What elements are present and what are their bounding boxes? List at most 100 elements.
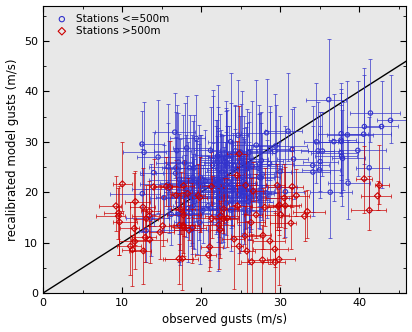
Stations <=500m	[339, 156, 346, 161]
Stations >500m	[159, 223, 166, 228]
Stations <=500m	[229, 186, 235, 191]
Stations <=500m	[230, 187, 237, 192]
Stations <=500m	[175, 159, 182, 165]
Stations <=500m	[344, 132, 351, 137]
Stations <=500m	[228, 153, 234, 158]
Stations <=500m	[187, 211, 194, 216]
Stations <=500m	[264, 191, 270, 196]
Stations <=500m	[195, 180, 202, 185]
Stations <=500m	[246, 194, 253, 200]
Stations >500m	[146, 208, 153, 214]
Stations >500m	[180, 183, 187, 188]
Stations <=500m	[277, 169, 283, 174]
Stations <=500m	[227, 139, 234, 144]
Stations <=500m	[232, 168, 239, 173]
Stations <=500m	[238, 150, 244, 155]
Stations >500m	[146, 213, 152, 218]
Stations >500m	[248, 220, 254, 225]
Stations <=500m	[258, 175, 264, 180]
Stations <=500m	[214, 153, 221, 159]
Stations <=500m	[338, 150, 344, 155]
Stations <=500m	[196, 193, 203, 199]
Stations <=500m	[355, 148, 361, 153]
Stations <=500m	[224, 164, 231, 170]
Stations <=500m	[243, 166, 250, 172]
Stations >500m	[250, 189, 256, 194]
Stations >500m	[242, 233, 248, 239]
Stations <=500m	[249, 164, 255, 169]
Stations <=500m	[241, 183, 248, 188]
Stations >500m	[197, 195, 203, 200]
Stations <=500m	[215, 160, 221, 165]
Stations >500m	[142, 235, 149, 240]
Stations <=500m	[223, 201, 230, 206]
Stations >500m	[361, 176, 368, 181]
Stations <=500m	[338, 153, 345, 159]
Stations >500m	[366, 208, 373, 213]
Stations <=500m	[241, 190, 247, 195]
Stations <=500m	[256, 175, 262, 180]
Stations <=500m	[218, 177, 224, 183]
Stations <=500m	[360, 131, 367, 137]
Stations >500m	[119, 181, 126, 187]
Stations <=500m	[202, 178, 208, 184]
Stations <=500m	[189, 195, 195, 201]
Stations <=500m	[229, 198, 235, 203]
Stations >500m	[143, 216, 150, 221]
Stations >500m	[112, 203, 119, 208]
Stations <=500m	[215, 186, 222, 191]
Stations <=500m	[222, 182, 229, 188]
Stations <=500m	[235, 133, 241, 138]
Stations <=500m	[193, 136, 199, 141]
Stations <=500m	[209, 182, 216, 188]
Stations <=500m	[253, 142, 260, 148]
Stations <=500m	[209, 163, 216, 168]
Stations <=500m	[193, 179, 199, 185]
Stations >500m	[301, 213, 308, 219]
Stations <=500m	[155, 154, 162, 160]
Stations <=500m	[165, 186, 172, 191]
Stations >500m	[129, 247, 136, 252]
Stations >500m	[262, 205, 268, 210]
Stations <=500m	[216, 190, 222, 195]
Stations >500m	[277, 212, 284, 217]
Stations <=500m	[276, 184, 282, 190]
Stations <=500m	[245, 208, 252, 213]
Stations <=500m	[235, 192, 242, 197]
Stations <=500m	[223, 172, 230, 178]
Stations <=500m	[218, 169, 225, 175]
Stations <=500m	[338, 137, 344, 143]
Stations <=500m	[316, 167, 323, 173]
Stations <=500m	[183, 145, 190, 151]
Stations <=500m	[244, 165, 250, 170]
Stations <=500m	[185, 191, 191, 197]
Stations >500m	[220, 216, 227, 221]
Stations <=500m	[227, 208, 234, 213]
Stations <=500m	[238, 186, 244, 192]
Stations <=500m	[191, 199, 198, 205]
Stations <=500m	[313, 139, 320, 144]
Y-axis label: recalibrated model gusts (m/s): recalibrated model gusts (m/s)	[5, 58, 19, 241]
Stations >500m	[289, 184, 295, 189]
Stations >500m	[179, 256, 186, 261]
Stations >500m	[140, 248, 147, 254]
Stations <=500m	[213, 177, 220, 182]
Stations >500m	[304, 209, 311, 214]
Stations <=500m	[310, 169, 316, 175]
Stations >500m	[132, 199, 139, 204]
Stations <=500m	[338, 131, 344, 136]
Stations <=500m	[317, 159, 323, 164]
Stations <=500m	[205, 203, 211, 208]
Stations <=500m	[221, 206, 227, 211]
Stations <=500m	[325, 97, 332, 102]
Stations >500m	[180, 212, 187, 218]
Stations <=500m	[290, 156, 297, 162]
Stations >500m	[374, 193, 381, 199]
Stations >500m	[115, 210, 122, 216]
Stations >500m	[274, 183, 281, 188]
Stations <=500m	[239, 156, 245, 161]
Stations >500m	[281, 195, 288, 201]
Stations >500m	[276, 202, 283, 208]
Stations <=500m	[176, 177, 183, 182]
Stations <=500m	[210, 157, 217, 163]
